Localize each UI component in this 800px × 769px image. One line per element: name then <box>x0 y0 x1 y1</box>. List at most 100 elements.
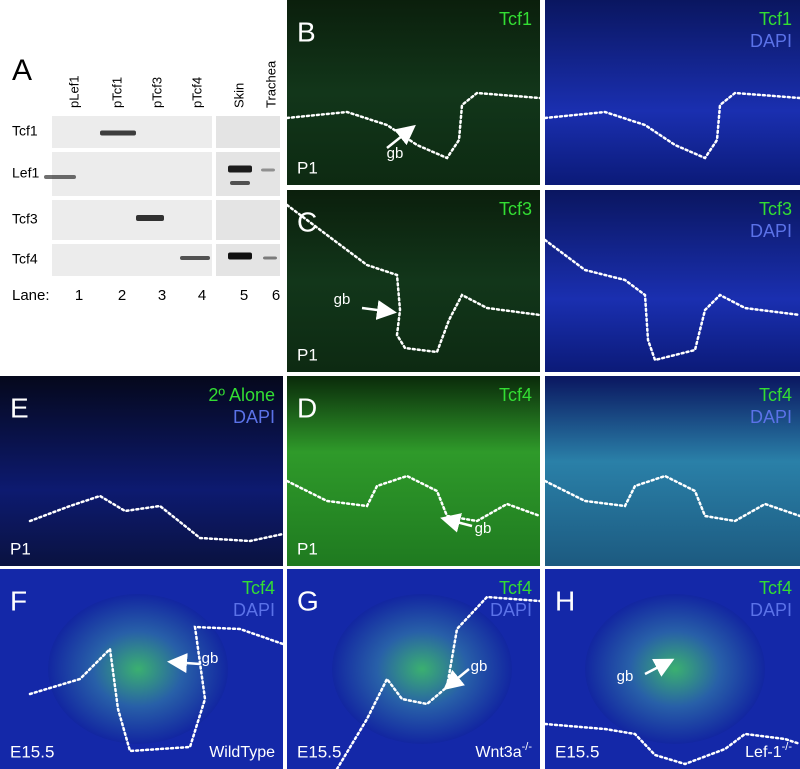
blot-band <box>44 175 76 179</box>
arrow-label: gb <box>617 668 634 685</box>
blot-strip <box>216 116 280 148</box>
row-label: Tcf3 <box>12 211 38 227</box>
blot-band <box>228 165 252 173</box>
age-label: E15.5 <box>10 742 54 761</box>
lane-header: pTcf4 <box>189 77 204 108</box>
stain-label: 2º Alone <box>208 385 275 405</box>
micrograph-panel: D Tcf4 P1 gb <box>285 376 542 566</box>
panel-letter: F <box>10 585 27 616</box>
dapi-label: DAPI <box>233 407 275 427</box>
genotype-label: Wnt3a-/- <box>475 741 532 761</box>
micrograph-image <box>545 0 800 185</box>
lane-header: pLef1 <box>66 75 81 108</box>
arrow <box>167 653 201 674</box>
genotype-superscript: -/- <box>782 741 793 753</box>
micrograph-image <box>545 190 800 372</box>
lane-number: 3 <box>158 287 166 304</box>
arrow-label: gb <box>334 291 351 308</box>
blot-band <box>263 256 277 260</box>
lane-label: Lane: <box>12 287 50 304</box>
dapi-label: DAPI <box>750 31 792 51</box>
staining-region <box>332 594 512 744</box>
epidermis-boundary <box>543 91 800 160</box>
genotype-name: Wnt3a <box>475 744 521 761</box>
age-label: E15.5 <box>297 742 341 761</box>
epidermis-boundary <box>285 474 542 523</box>
blot-strip <box>216 200 280 240</box>
epidermis-boundary <box>543 722 800 766</box>
micrograph-panel: B Tcf1 P1 gb <box>285 0 542 185</box>
genotype-label: WildType <box>209 744 275 761</box>
lane-header: Trachea <box>263 60 278 108</box>
dapi-label: DAPI <box>233 600 275 620</box>
arrow-label: gb <box>475 520 492 537</box>
epidermis-boundary <box>543 474 800 523</box>
row-label: Tcf4 <box>12 251 38 267</box>
stain-label: Tcf4 <box>499 385 532 405</box>
arrow-label: gb <box>471 658 488 675</box>
stain-label: Tcf1 <box>759 9 792 29</box>
blot-strip <box>216 152 280 196</box>
lane-number: 4 <box>198 287 206 304</box>
arrow <box>443 668 470 691</box>
age-label: E15.5 <box>555 742 599 761</box>
genotype-superscript: -/- <box>522 741 533 753</box>
lane-header: Skin <box>231 83 246 108</box>
epidermis-boundary <box>285 203 542 354</box>
age-label: P1 <box>297 539 318 558</box>
blot-strip <box>52 200 212 240</box>
stain-label: Tcf4 <box>242 578 275 598</box>
dapi-label: DAPI <box>750 221 792 241</box>
lane-number: 1 <box>75 287 83 304</box>
epidermis-boundary <box>335 595 542 769</box>
staining-region <box>48 594 228 744</box>
genotype-label: Lef-1-/- <box>745 741 792 761</box>
blot-band <box>136 215 164 221</box>
age-label: P1 <box>10 539 31 558</box>
panel-letter: G <box>297 585 319 616</box>
arrow <box>361 300 397 320</box>
epidermis-boundary <box>543 238 800 362</box>
stain-label: Tcf4 <box>759 578 792 598</box>
lane-number: 2 <box>118 287 126 304</box>
blot-band <box>230 181 250 185</box>
arrow-label: gb <box>202 650 219 667</box>
micrograph-image <box>287 0 540 185</box>
dapi-label: DAPI <box>750 600 792 620</box>
blot-band <box>100 130 136 136</box>
genotype-name: Lef-1 <box>745 744 782 761</box>
stain-label: Tcf3 <box>759 199 792 219</box>
blot-band <box>228 252 252 260</box>
micrograph-image <box>287 376 540 566</box>
dapi-label: DAPI <box>490 600 532 620</box>
stain-label: Tcf4 <box>499 578 532 598</box>
epidermis-boundary <box>28 494 285 543</box>
micrograph-image <box>545 376 800 566</box>
row-label: Lef1 <box>12 165 39 181</box>
panel-letter: B <box>297 16 316 47</box>
arrow <box>644 658 675 677</box>
stain-label: Tcf4 <box>759 385 792 405</box>
panel-letter: D <box>297 392 317 423</box>
stain-label: Tcf1 <box>499 9 532 29</box>
lane-number: 6 <box>272 287 280 304</box>
blot-strip <box>52 152 212 196</box>
micrograph-panel: C Tcf3 P1 gb <box>285 190 542 372</box>
arrow <box>386 124 416 149</box>
blot-band <box>180 256 210 260</box>
blot-strip <box>216 244 280 276</box>
arrow-label: gb <box>387 145 404 162</box>
genotype-name: WildType <box>209 744 275 761</box>
blot-band <box>261 168 275 172</box>
epidermis-boundary <box>28 625 285 753</box>
arrow <box>440 513 473 533</box>
row-label: Tcf1 <box>12 123 38 139</box>
age-label: P1 <box>297 158 318 177</box>
panel-letter: A <box>12 54 32 87</box>
